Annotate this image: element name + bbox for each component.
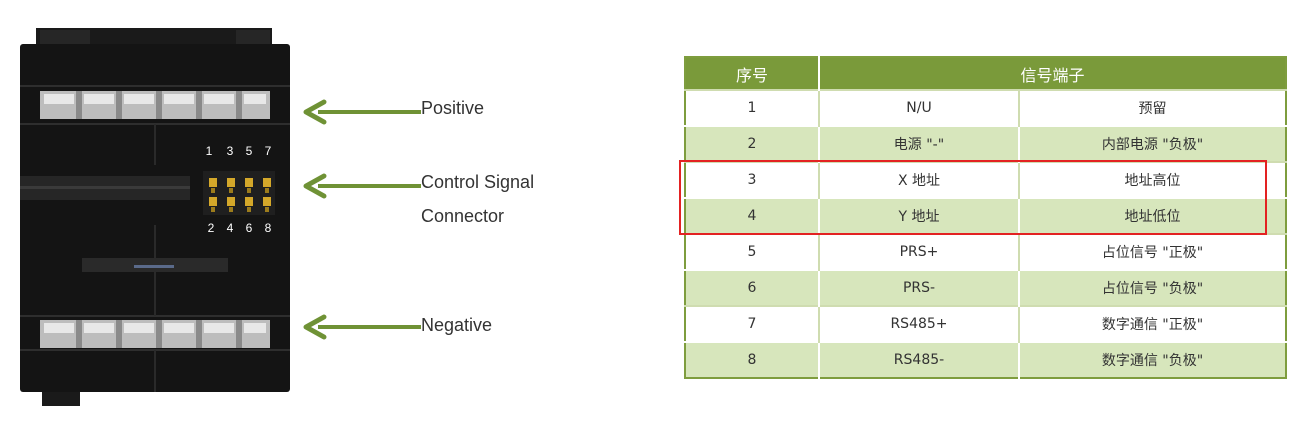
- cell-description: 占位信号 "正极": [1019, 233, 1287, 270]
- cell-description: 地址低位: [1019, 197, 1287, 234]
- cell-signal: 电源 "-": [819, 125, 1020, 162]
- control-arrow-icon: [303, 173, 421, 199]
- device-body: [20, 44, 290, 392]
- cell-signal: Y 地址: [819, 197, 1020, 234]
- table-row: 7 RS485+ 数字通信 "正极": [685, 305, 1287, 342]
- label-positive: Positive: [421, 98, 485, 118]
- device-illustration: 1 3 5 7 2 4 6 8: [20, 28, 421, 406]
- negative-terminal-strip: [40, 320, 270, 348]
- cell-index: 1: [685, 89, 820, 126]
- header-signal-terminal: 信号端子: [819, 57, 1287, 90]
- table-row: 5 PRS+ 占位信号 "正极": [685, 233, 1287, 270]
- cell-description: 占位信号 "负极": [1019, 269, 1287, 306]
- positive-terminal-strip: [40, 91, 270, 119]
- table-row: 2 电源 "-" 内部电源 "负极": [685, 125, 1287, 162]
- cell-description: 地址高位: [1019, 161, 1287, 198]
- negative-arrow-icon: [303, 314, 421, 340]
- dip-number-1: 1: [206, 144, 213, 158]
- dip-number-6: 6: [246, 221, 253, 235]
- dip-number-3: 3: [227, 144, 234, 158]
- cell-index: 6: [685, 269, 820, 306]
- table-row: 6 PRS- 占位信号 "负极": [685, 269, 1287, 306]
- dip-number-2: 2: [208, 221, 215, 235]
- cell-description: 预留: [1019, 89, 1287, 126]
- table-row: 1 N/U 预留: [685, 89, 1287, 126]
- label-control-signal: Control Signal: [421, 172, 535, 192]
- cell-signal: PRS-: [819, 269, 1020, 306]
- positive-arrow-icon: [303, 99, 421, 125]
- cell-index: 3: [685, 161, 820, 198]
- header-index: 序号: [685, 57, 820, 90]
- dip-number-7: 7: [265, 144, 272, 158]
- cell-description: 内部电源 "负极": [1019, 125, 1287, 162]
- label-negative: Negative: [421, 315, 493, 335]
- label-connector: Connector: [421, 206, 505, 226]
- cell-index: 5: [685, 233, 820, 270]
- table-row: 8 RS485- 数字通信 "负极": [685, 341, 1287, 378]
- dip-number-4: 4: [227, 221, 234, 235]
- cell-index: 2: [685, 125, 820, 162]
- cell-signal: PRS+: [819, 233, 1020, 270]
- pin-assignment-table: 序号 信号端子 1 N/U 预留 2 电源 "-" 内部电源 "负极" 3 X 地址 地址高位 4…: [684, 56, 1288, 379]
- cell-description: 数字通信 "正极": [1019, 305, 1287, 342]
- table-header-row: 序号 信号端子: [685, 57, 1287, 90]
- cell-signal: RS485-: [819, 341, 1020, 378]
- cell-index: 8: [685, 341, 820, 378]
- cell-signal: X 地址: [819, 161, 1020, 198]
- dip-number-8: 8: [265, 221, 272, 235]
- cell-index: 7: [685, 305, 820, 342]
- cell-signal: RS485+: [819, 305, 1020, 342]
- cell-description: 数字通信 "负极": [1019, 341, 1287, 378]
- cell-signal: N/U: [819, 89, 1020, 126]
- cell-index: 4: [685, 197, 820, 234]
- device-foot: [42, 392, 80, 406]
- dip-number-5: 5: [246, 144, 253, 158]
